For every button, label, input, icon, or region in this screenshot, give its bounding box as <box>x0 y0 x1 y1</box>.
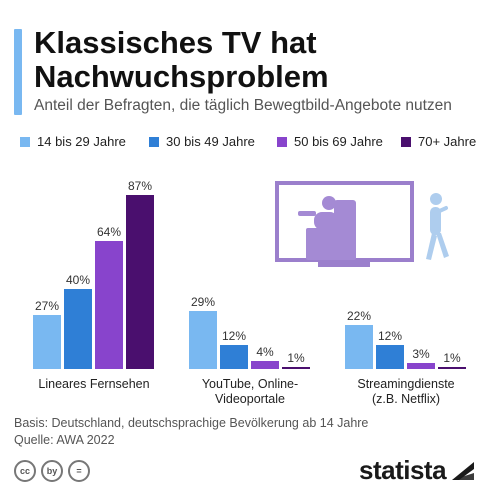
statista-logo[interactable]: statista <box>359 455 476 486</box>
bar-14-29-cat3 <box>345 325 373 369</box>
value-label-30-49-cat1: 40% <box>66 273 90 287</box>
value-label-14-29-cat1: 27% <box>35 299 59 313</box>
tv-illustration <box>275 181 449 267</box>
value-labels-group: 27% 29% 22% 40% 12% 12% 64% 4% 3% 87% 1% 1% <box>35 179 461 365</box>
value-label-30-49-cat2: 12% <box>222 329 246 343</box>
category-label-cat3-line2: (z.B. Netflix) <box>372 392 440 406</box>
category-label-cat2-line2: Videoportale <box>215 392 285 406</box>
legend: 14 bis 29 Jahre 30 bis 49 Jahre 50 bis 6… <box>20 134 490 150</box>
title-accent-bar <box>14 29 22 115</box>
chart-subtitle: Anteil der Befragten, die täglich Bewegt… <box>34 97 452 114</box>
legend-item-50-69: 50 bis 69 Jahre <box>277 134 383 149</box>
category-label-cat3-line1: Streamingdienste <box>357 377 454 391</box>
legend-label-30-49: 30 bis 49 Jahre <box>166 134 255 149</box>
by-icon[interactable]: by <box>41 460 63 482</box>
value-label-14-29-cat2: 29% <box>191 295 215 309</box>
category-labels-group: Lineares Fernsehen YouTube, Online-Videop… <box>38 377 454 406</box>
footnote-basis: Basis: Deutschland, deutschsprachige Bev… <box>14 416 369 430</box>
tv-stand <box>318 262 370 267</box>
nd-icon[interactable]: = <box>68 460 90 482</box>
value-label-50-69-cat1: 64% <box>97 225 121 239</box>
value-label-70plus-cat3: 1% <box>443 351 461 365</box>
statista-logo-mark <box>452 461 475 480</box>
value-label-70plus-cat1: 87% <box>128 179 152 193</box>
legend-swatch-30-49 <box>149 136 159 147</box>
bar-50-69-cat1 <box>95 241 123 369</box>
statista-logo-text: statista <box>359 455 447 485</box>
legend-swatch-14-29 <box>20 136 30 147</box>
bar-30-49-cat2 <box>220 345 248 369</box>
bar-50-69-cat3 <box>407 363 435 369</box>
legend-swatch-50-69 <box>277 136 287 147</box>
bar-14-29-cat1 <box>33 315 61 369</box>
bar-50-69-cat2 <box>251 361 279 369</box>
standing-person-figure <box>426 193 449 260</box>
legend-label-70plus: 70+ Jahre <box>418 134 477 149</box>
category-label-cat1-line1: Lineares Fernsehen <box>38 377 149 391</box>
legend-swatch-70plus <box>401 136 411 147</box>
value-label-50-69-cat2: 4% <box>256 345 274 359</box>
bars-group <box>33 195 466 369</box>
value-label-30-49-cat3: 12% <box>378 329 402 343</box>
legend-label-14-29: 14 bis 29 Jahre <box>37 134 126 149</box>
bar-70plus-cat3 <box>438 367 466 369</box>
value-label-70plus-cat2: 1% <box>287 351 305 365</box>
value-label-14-29-cat3: 22% <box>347 309 371 323</box>
seated-viewer-figure <box>298 196 356 260</box>
legend-item-70plus: 70+ Jahre <box>401 134 476 149</box>
bar-30-49-cat3 <box>376 345 404 369</box>
cc-icon[interactable]: cc <box>14 460 36 482</box>
bar-14-29-cat2 <box>189 311 217 369</box>
license-icons: cc by = <box>14 460 90 482</box>
category-label-cat2-line1: YouTube, Online- <box>202 377 298 391</box>
bar-70plus-cat2 <box>282 367 310 369</box>
footnote-source: Quelle: AWA 2022 <box>14 433 115 447</box>
bar-70plus-cat1 <box>126 195 154 369</box>
bar-30-49-cat1 <box>64 289 92 369</box>
legend-item-30-49: 30 bis 49 Jahre <box>149 134 255 149</box>
legend-label-50-69: 50 bis 69 Jahre <box>294 134 383 149</box>
value-label-50-69-cat3: 3% <box>412 347 430 361</box>
legend-item-14-29: 14 bis 29 Jahre <box>20 134 126 149</box>
chart-title: Klassisches TV hat Nachwuchsproblem <box>34 25 329 94</box>
